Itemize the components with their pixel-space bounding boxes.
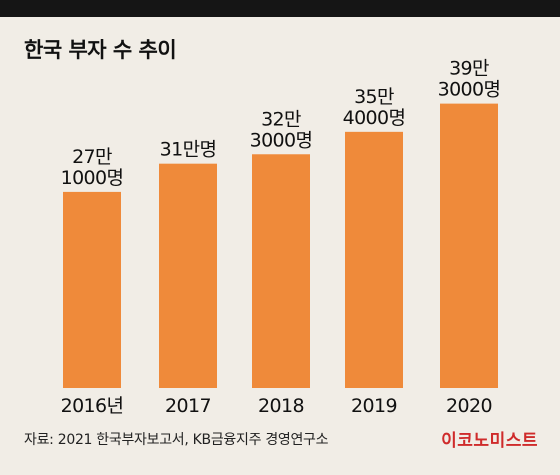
chart-title: 한국 부자 수 추이 xyxy=(24,38,177,62)
data-label-1-line-1: 27만 xyxy=(72,146,112,168)
bar-4 xyxy=(345,131,403,388)
brand-logo: 이코노미스트 xyxy=(441,431,538,451)
bar-2 xyxy=(159,163,217,388)
bar-5 xyxy=(440,103,498,388)
x-tick-label-3: 2018 xyxy=(258,395,304,417)
x-tick-label-4: 2019 xyxy=(351,395,397,417)
data-label-4-line-2: 4000명 xyxy=(343,107,406,129)
data-label-5-line-2: 3000명 xyxy=(438,79,501,101)
data-label-4-line-1: 35만 xyxy=(354,86,394,108)
bar-1 xyxy=(63,191,121,388)
data-label-2-line-1: 31만명 xyxy=(160,139,217,161)
data-label-3-line-1: 32만 xyxy=(261,108,301,130)
data-label-1-line-2: 1000명 xyxy=(61,167,124,189)
source-note: 자료: 2021 한국부자보고서, KB금융지주 경영연구소 xyxy=(24,432,329,448)
x-tick-label-1: 2016년 xyxy=(61,395,124,417)
data-label-3-line-2: 3000명 xyxy=(250,129,313,151)
data-label-5-line-1: 39만 xyxy=(449,58,489,80)
top-bar xyxy=(0,0,560,17)
x-tick-label-2: 2017 xyxy=(165,395,211,417)
bar-3 xyxy=(252,154,310,388)
x-tick-label-5: 2020 xyxy=(446,395,492,417)
